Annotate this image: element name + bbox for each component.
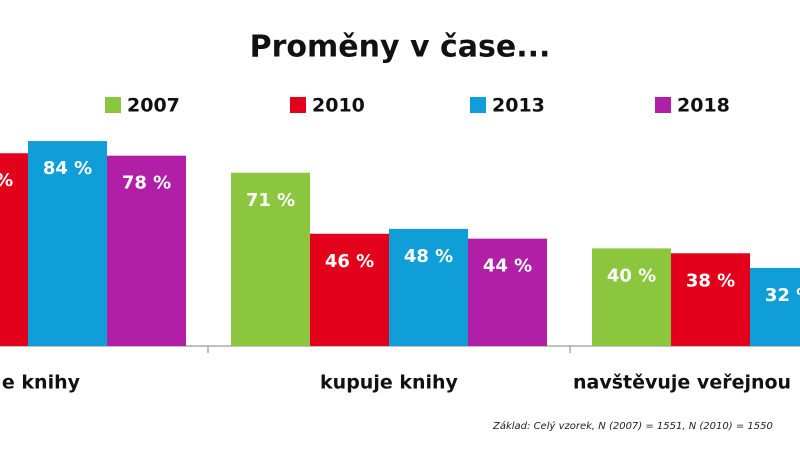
data-label: 32 % [765, 285, 800, 306]
data-label: 71 % [246, 190, 295, 211]
legend-swatch [290, 97, 306, 113]
bar [231, 172, 310, 346]
data-label: 48 % [404, 246, 453, 267]
bar [310, 233, 389, 346]
bar [468, 238, 547, 346]
data-label: 44 % [483, 256, 532, 277]
category-label: navštěvuje veřejnou [573, 372, 791, 394]
legend-swatch [105, 97, 121, 113]
category-label: e knihy [2, 372, 81, 394]
footnote: Základ: Celý vzorek, N (2007) = 1551, N … [492, 420, 773, 432]
data-label: 46 % [325, 251, 374, 272]
bar [671, 253, 750, 346]
legend-label: 2013 [492, 95, 545, 117]
bar [750, 267, 800, 346]
data-label: 79 % [0, 170, 13, 191]
bar [28, 141, 107, 346]
legend-swatch [655, 97, 671, 113]
bar [592, 248, 671, 346]
legend-label: 2010 [312, 95, 365, 117]
data-label: 84 % [43, 158, 92, 179]
bar [107, 155, 186, 346]
chart-title: Proměny v čase... [250, 30, 551, 65]
legend-swatch [470, 97, 486, 113]
legend-label: 2018 [677, 95, 730, 117]
bar [0, 153, 28, 346]
data-label: 40 % [607, 265, 656, 286]
data-label: 78 % [122, 173, 171, 194]
bar [389, 228, 468, 346]
legend-label: 2007 [127, 95, 180, 117]
category-label: kupuje knihy [320, 372, 459, 394]
data-label: 38 % [686, 270, 735, 291]
